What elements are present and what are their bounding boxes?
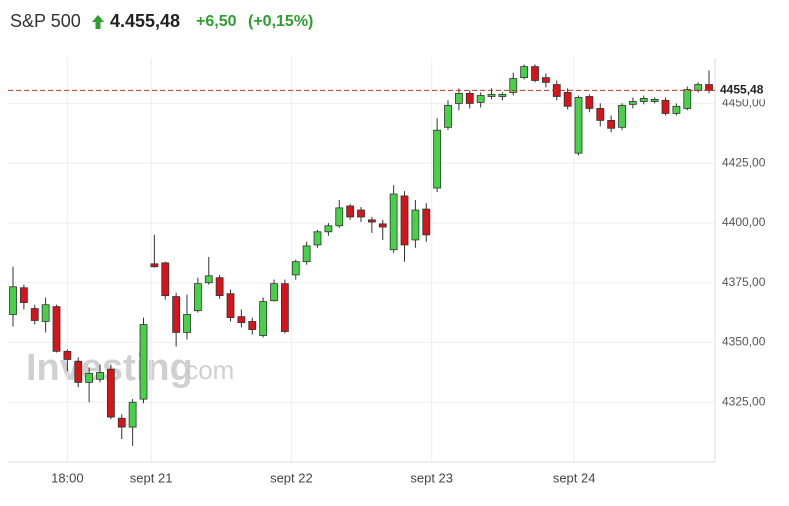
candle-body (237, 316, 246, 324)
candle-body (150, 263, 159, 268)
y-tick-label: 4400,00 (722, 215, 766, 229)
candle-body (367, 219, 376, 223)
candle-body (302, 245, 311, 263)
x-tick-label: 18:00 (51, 470, 84, 485)
x-tick-label: sept 21 (130, 470, 173, 485)
candle-body (161, 262, 170, 297)
x-tick-label: sept 23 (410, 470, 453, 485)
candle-body (357, 209, 365, 218)
chart-title: S&P 500 (10, 11, 81, 31)
change-percent: (+0,15%) (248, 13, 313, 30)
last-price-label: 4455,48 (720, 82, 764, 96)
candle-body (531, 66, 539, 81)
candle-body (683, 89, 692, 109)
candle-body (139, 324, 148, 400)
candle-body (226, 293, 235, 319)
candle-body (117, 417, 126, 428)
candle-body (574, 97, 583, 154)
candle-body (335, 207, 344, 227)
candle-body (422, 208, 431, 236)
candle-body (628, 101, 637, 105)
x-tick-label: sept 22 (270, 470, 313, 485)
candle-body (85, 372, 94, 383)
candle-body (270, 283, 278, 302)
candle-body (585, 96, 594, 109)
candle-body (650, 98, 659, 102)
candle-body (596, 108, 605, 121)
last-price-tag (716, 81, 768, 100)
candle-body (106, 368, 115, 418)
candle-body (661, 99, 670, 114)
candle-body (259, 301, 268, 336)
candle-body (476, 95, 485, 103)
y-tick-label: 4350,00 (722, 335, 766, 349)
candle-body (346, 205, 355, 218)
candle-body (19, 287, 28, 303)
x-tick-label: sept 24 (553, 470, 596, 485)
candle-body (389, 193, 398, 251)
candle-body (204, 275, 213, 284)
candle-body (607, 119, 616, 129)
y-tick-label: 4375,00 (722, 275, 766, 289)
y-tick-label: 4325,00 (722, 394, 766, 408)
candle-body (541, 77, 550, 83)
candle-body (172, 296, 181, 333)
candle-body (280, 283, 289, 332)
y-tick-label: 4425,00 (722, 155, 766, 169)
candle-body (487, 93, 496, 97)
candle-body (639, 98, 648, 102)
candle-body (400, 195, 409, 246)
candle-body (313, 231, 322, 246)
candle-body (193, 283, 202, 312)
candle-body (411, 209, 420, 241)
up-arrow (92, 15, 104, 29)
candle-body (378, 223, 387, 228)
candle-body (454, 92, 463, 104)
candle-body (41, 304, 50, 322)
candle-body (672, 105, 681, 114)
candle-body (248, 321, 257, 330)
candle-body (52, 306, 61, 352)
candle-body (128, 401, 137, 428)
candle-body (74, 360, 83, 383)
price: 4.455,48 (110, 11, 180, 31)
candle-body (465, 92, 474, 104)
candle-body (563, 92, 572, 107)
candle-body (291, 261, 300, 276)
candle-body (444, 104, 452, 128)
candle-body (498, 93, 507, 97)
candle-body (30, 308, 39, 321)
candle-body (618, 104, 626, 128)
change: +6,50 (196, 13, 237, 30)
candle-body (9, 286, 17, 315)
candle-body (215, 277, 224, 297)
watermark: .com (178, 355, 234, 385)
candle-body (520, 66, 529, 79)
candle-body (183, 314, 191, 333)
candle-body (509, 78, 518, 93)
candle-body (96, 371, 104, 380)
candle-body (63, 350, 72, 360)
candle-body (433, 129, 442, 189)
candle-body (694, 84, 703, 91)
candle-body (324, 225, 333, 233)
candle-body (705, 84, 713, 91)
